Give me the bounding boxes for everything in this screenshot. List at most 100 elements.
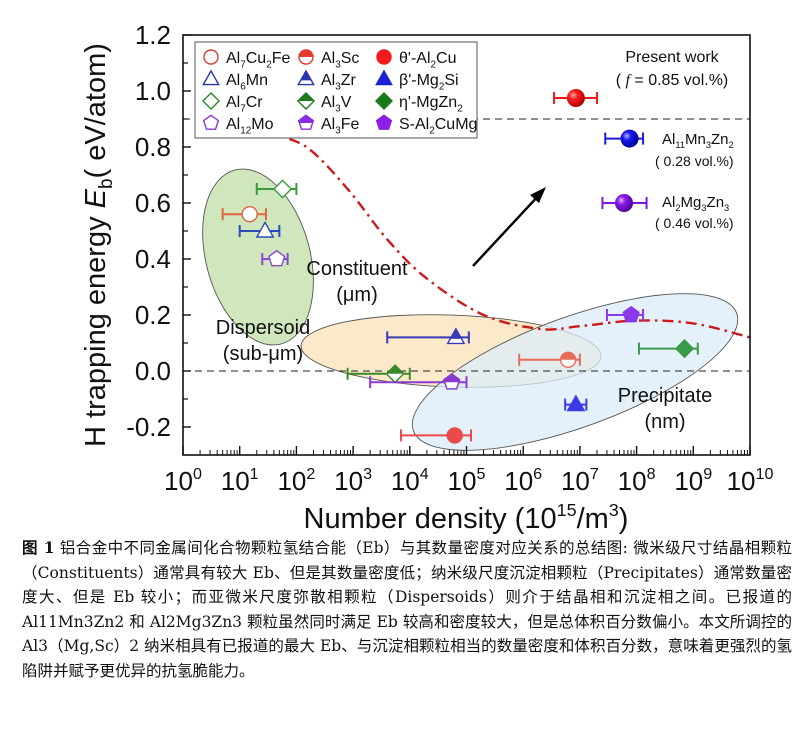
legend-marker-triangle (202, 69, 220, 86)
marker-shape (566, 394, 586, 412)
trend-arrow-head (530, 187, 546, 203)
x-tick-label: 102​ (277, 465, 315, 496)
x-tick-label: 108​ (618, 465, 656, 496)
legend-marker-circle (203, 49, 219, 65)
annotations: Present work ( f = 0.85 vol.%) Al11​Mn3​Zn… (216, 49, 734, 433)
region-constituent (202, 168, 314, 346)
y-tick-label: 0.8 (135, 132, 171, 162)
x-tick-label: 106​ (504, 465, 542, 496)
present-work-label: Present work (625, 49, 719, 66)
marker-shape (446, 427, 463, 444)
marker-shape (202, 69, 220, 86)
x-tick-label: 104​ (391, 465, 429, 496)
figure-label: 图 1 (22, 538, 55, 557)
al11mn3zn2-vol: ( 0.28 vol.%) (655, 153, 734, 169)
legend-label: Al3​Zr (321, 72, 357, 92)
x-tick-label: 103​ (334, 465, 372, 496)
data-point-10 (605, 305, 645, 323)
marker-pentagon (443, 373, 461, 390)
legend-marker-triangle (375, 69, 393, 86)
legend-label: S-Al2​CuMg (399, 116, 477, 136)
figure-caption: 图 1 铝合金中不同金属间化合物颗粒氢结合能（Eb）与其数量密度对应关系的总结图… (22, 536, 792, 684)
legend-label: Al7​Cu2​Fe (226, 50, 290, 70)
data-point-4 (518, 351, 581, 368)
legend-entry: Al7​Cu2​Fe (203, 49, 290, 70)
legend-entry: Al6​Mn (202, 69, 268, 92)
x-axis-label: Number density (1015​/m3​) (304, 500, 629, 535)
y-axis-label: H trapping energy Eb( eV/atom) (80, 43, 117, 447)
legend-marker-triangle (297, 69, 315, 86)
sphere-marker (620, 129, 639, 148)
boundary-curve-layer (266, 131, 751, 339)
y-tick-label: 1.2 (135, 20, 171, 50)
sphere-marker (566, 89, 585, 107)
trend-arrow-shaft (472, 193, 541, 267)
legend-entry: Al3​Fe (297, 114, 360, 136)
marker-pentagon (268, 249, 286, 267)
legend-marker-pentagon (297, 114, 315, 130)
marker-shape (272, 179, 293, 199)
y-tick-label: 0.6 (135, 188, 171, 218)
regions-layer (202, 168, 739, 451)
legend: Al7​Cu2​Fe Al3​Sc θ'-Al2​Cu Al6​Mn Al3​Zr β'-… (194, 41, 478, 139)
data-point-8 (400, 427, 472, 444)
marker-triangle (255, 220, 275, 238)
legend-label: Al6​Mn (226, 72, 268, 92)
legend-entry: θ'-Al2​Cu (376, 49, 456, 70)
legend-label: Al3​Fe (321, 116, 360, 136)
marker-shape (622, 305, 640, 323)
marker-triangle (446, 327, 466, 345)
marker-shape (268, 249, 286, 267)
marker-shape (375, 114, 393, 130)
marker-circle (559, 351, 577, 368)
legend-label: Al3​V (321, 94, 352, 114)
data-point-3 (261, 249, 289, 267)
data-point-1 (238, 220, 281, 238)
marker-shape (375, 69, 393, 86)
data-point-12 (553, 89, 598, 107)
x-tick-label: 100​ (164, 465, 202, 496)
marker-half-fill (300, 70, 312, 81)
legend-entry: S-Al2​CuMg (375, 114, 477, 136)
legend-label: β'-Mg2​Si (399, 72, 459, 92)
legend-box (194, 41, 478, 139)
marker-circle (241, 205, 258, 223)
data-point-7 (369, 373, 468, 390)
legend-marker-pentagon (202, 114, 220, 130)
marker-shape (203, 49, 219, 65)
region-sublabel-dispersoid: (sub-μm) (223, 343, 303, 365)
region-sublabel-precipitate: (nm) (644, 411, 685, 433)
legend-label: η'-MgZn2​ (399, 94, 463, 114)
marker-half-fill (298, 115, 314, 123)
marker-half-fill (450, 328, 462, 339)
marker-shape (241, 205, 258, 223)
legend-entry: Al3​Sc (298, 49, 359, 70)
legend-marker-diamond (374, 91, 394, 111)
sphere-marker (615, 194, 634, 212)
points-layer (221, 89, 699, 444)
data-point-11 (637, 338, 699, 359)
data-point-9 (564, 394, 588, 412)
marker-circle (446, 427, 463, 444)
y-tick-label: -0.2 (126, 412, 171, 442)
x-tick-label: 107​ (561, 465, 599, 496)
al2mg3zn3-vol: ( 0.46 vol.%) (655, 215, 734, 231)
marker-shape (374, 91, 394, 111)
marker-pentagon (622, 305, 640, 323)
data-point-5 (386, 327, 470, 345)
marker-half-fill (443, 373, 460, 383)
legend-entry: Al12​Mo (202, 114, 274, 136)
data-point-2 (255, 179, 298, 199)
legend-label: Al3​Sc (321, 50, 359, 70)
legend-entry: Al3​Zr (297, 69, 357, 92)
marker-shape (674, 338, 695, 359)
present-work-fraction: ( f = 0.85 vol.%) (616, 72, 729, 89)
y-tick-label: 1.0 (135, 76, 171, 106)
marker-triangle (566, 394, 586, 412)
marker-shape (202, 114, 220, 130)
region-precipitate (411, 293, 739, 451)
y-tick-label: 0.4 (135, 244, 171, 274)
legend-marker-circle (298, 49, 314, 65)
legend-entry: β'-Mg2​Si (375, 69, 459, 92)
chart: -0.2 0.0 0.2 0.4 0.6 0.8 1.0 1.2 100​ 101​ 102​ 103… (80, 20, 773, 535)
